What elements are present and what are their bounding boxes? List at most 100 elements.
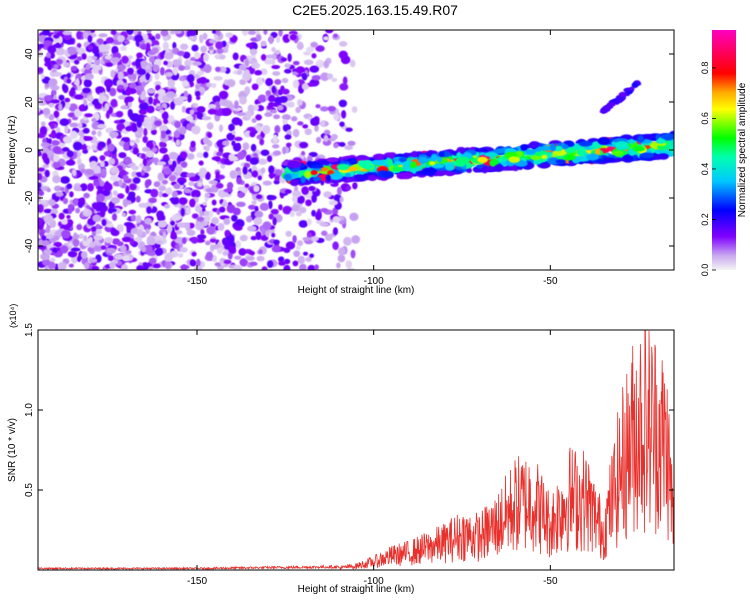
spectrogram-cell <box>212 95 221 104</box>
spectrogram-cell <box>281 88 290 95</box>
spectrogram-cell <box>202 201 208 206</box>
spectrogram-cell <box>143 245 153 254</box>
spectrogram-cell <box>239 96 247 105</box>
spectrogram-cell <box>53 185 62 192</box>
spectrogram-cell <box>115 110 124 118</box>
spectrogram-cell <box>301 83 309 90</box>
spectrogram-cell <box>76 224 83 231</box>
spectrogram-cell <box>43 214 54 223</box>
spectrogram-cell <box>66 183 73 190</box>
spectrogram-cell <box>289 33 297 41</box>
spectrogram-cell <box>260 167 266 174</box>
figure-title: C2E5.2025.163.15.49.R07 <box>292 2 458 18</box>
spectrogram-cell <box>266 195 273 201</box>
spectrogram-cell <box>40 142 50 148</box>
spectrogram-cell <box>271 58 276 66</box>
spectrogram-cell <box>238 64 247 71</box>
spectrogram-cell <box>315 136 322 144</box>
spectrogram-cell <box>251 83 259 91</box>
spectrogram-cell <box>320 208 329 213</box>
spectrogram-cell <box>229 170 238 179</box>
spectrogram-cell <box>49 257 56 263</box>
spectrogram-cell <box>341 109 347 119</box>
spectrogram-cell <box>618 91 628 98</box>
spectrogram-y-tick-label: 40 <box>24 48 35 60</box>
spectrogram-cell <box>325 30 334 34</box>
spectrogram-cell <box>205 145 210 152</box>
spectrogram-cell <box>255 194 263 200</box>
spectrogram-cell <box>594 148 601 156</box>
snr-frame <box>37 329 675 571</box>
spectrogram-cell <box>104 180 110 189</box>
spectrogram-cell <box>76 30 82 40</box>
spectrogram-cell <box>254 210 264 218</box>
spectrogram-cell <box>224 229 231 237</box>
snr-x-tick-label: -50 <box>543 576 558 587</box>
spectrogram-cell <box>172 42 177 50</box>
colorbar-tick-label: 0.0 <box>700 264 710 277</box>
spectrogram-cell <box>135 85 145 91</box>
spectrogram-cell <box>128 82 137 90</box>
spectrogram-cell <box>226 79 236 88</box>
spectrogram-cell <box>312 176 322 181</box>
spectrogram-cell <box>202 220 209 227</box>
spectrogram-cell <box>134 236 143 242</box>
spectrogram-cell <box>146 30 152 34</box>
spectrogram-cell <box>205 251 213 261</box>
spectrogram-cell <box>226 182 234 190</box>
spectrogram-cell <box>177 65 186 71</box>
spectrogram-cell <box>126 30 134 36</box>
spectrogram-cell <box>125 126 133 132</box>
spectrogram-cell <box>137 69 146 76</box>
spectrogram-cell <box>489 159 499 167</box>
spectrogram-cell <box>190 189 201 198</box>
spectrogram-cell <box>70 65 78 72</box>
spectrogram-cell <box>89 265 100 270</box>
spectrogram-cell <box>123 39 130 45</box>
spectrogram-y-tick-label: 20 <box>24 96 35 108</box>
spectrogram-cell <box>346 267 355 270</box>
spectrogram-cell <box>184 59 192 68</box>
spectrogram-cell <box>76 43 82 49</box>
spectrogram-cell <box>382 170 394 178</box>
snr-y-tick-label: 1.5 <box>24 323 35 337</box>
spectrogram-cell <box>332 216 341 223</box>
spectrogram-cell <box>162 179 169 185</box>
spectrogram-cell <box>82 149 89 154</box>
spectrogram-cell <box>49 122 55 130</box>
spectrogram-cell <box>188 35 196 41</box>
spectrogram-cell <box>160 130 167 139</box>
spectrogram-cell <box>121 264 128 270</box>
spectrogram-cell <box>274 125 281 134</box>
spectrogram-cell <box>86 145 91 151</box>
spectrogram-cell <box>233 264 243 270</box>
spectrogram-cell <box>208 39 217 44</box>
spectrogram-cell <box>177 253 184 258</box>
spectrogram-cell <box>603 157 616 163</box>
spectrogram-cell <box>541 154 548 160</box>
spectrogram-cell <box>38 67 44 73</box>
spectrogram-cell <box>189 198 196 208</box>
spectrogram-cell <box>57 261 67 270</box>
spectrogram-cell <box>289 210 295 218</box>
spectrogram-cell <box>302 124 309 129</box>
spectrogram-cell <box>139 102 149 111</box>
spectrogram-cell <box>297 121 304 126</box>
spectrogram-cell <box>179 180 185 186</box>
spectrogram-cell <box>271 85 277 94</box>
spectrogram-cell <box>295 106 301 114</box>
spectrogram-cell <box>73 186 82 192</box>
spectrogram-cell <box>344 145 353 151</box>
colorbar-tick-label: 0.4 <box>700 163 710 176</box>
spectrogram-cell <box>251 200 257 206</box>
spectrogram-cell <box>84 73 94 81</box>
spectrogram-cell <box>332 241 339 251</box>
spectrogram-cell <box>340 55 351 65</box>
spectrogram-cell <box>204 171 211 181</box>
spectrogram-cell <box>561 144 569 150</box>
spectrogram-cell <box>146 237 156 246</box>
spectrogram-cell <box>91 226 97 233</box>
spectrogram-cell <box>301 73 308 81</box>
spectrogram-cell <box>40 147 50 155</box>
